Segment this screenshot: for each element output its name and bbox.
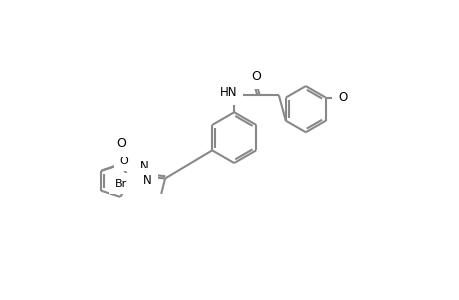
Text: O: O [116, 137, 126, 150]
Text: H: H [140, 156, 148, 166]
Text: O: O [251, 70, 261, 83]
Text: O: O [119, 156, 128, 166]
Text: N: N [143, 173, 151, 187]
Text: N: N [140, 160, 148, 173]
Text: Br: Br [115, 179, 127, 189]
Text: HN: HN [219, 86, 237, 99]
Text: O: O [337, 91, 347, 104]
